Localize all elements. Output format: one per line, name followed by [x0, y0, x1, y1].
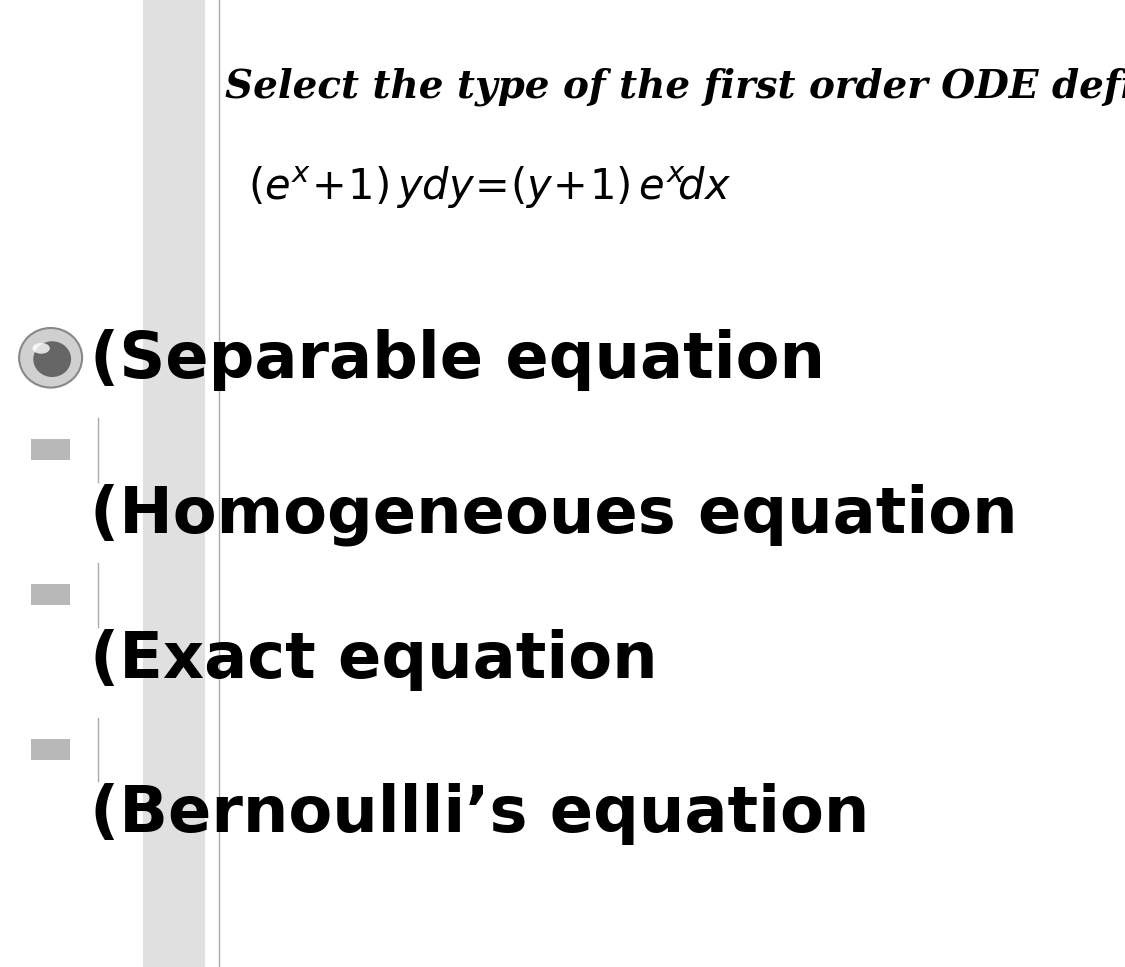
Bar: [30, 439, 70, 460]
Text: (Bernoullli’s equation: (Bernoullli’s equation: [90, 783, 870, 845]
Bar: [30, 739, 70, 760]
Bar: [144, 0, 205, 967]
Text: $(e^x\!+\!1)\,ydy\!=\!(y\!+\!1)\,e^x\!dx$: $(e^x\!+\!1)\,ydy\!=\!(y\!+\!1)\,e^x\!dx…: [248, 164, 731, 211]
Text: (Separable equation: (Separable equation: [90, 329, 825, 391]
Text: Select the type of the first order ODE defined by: Select the type of the first order ODE d…: [225, 68, 1125, 106]
Bar: [30, 584, 70, 605]
Ellipse shape: [33, 343, 50, 354]
Text: (Exact equation: (Exact equation: [90, 629, 658, 690]
Text: (Homogeneoues equation: (Homogeneoues equation: [90, 484, 1018, 546]
Ellipse shape: [34, 341, 71, 377]
Ellipse shape: [19, 328, 82, 388]
